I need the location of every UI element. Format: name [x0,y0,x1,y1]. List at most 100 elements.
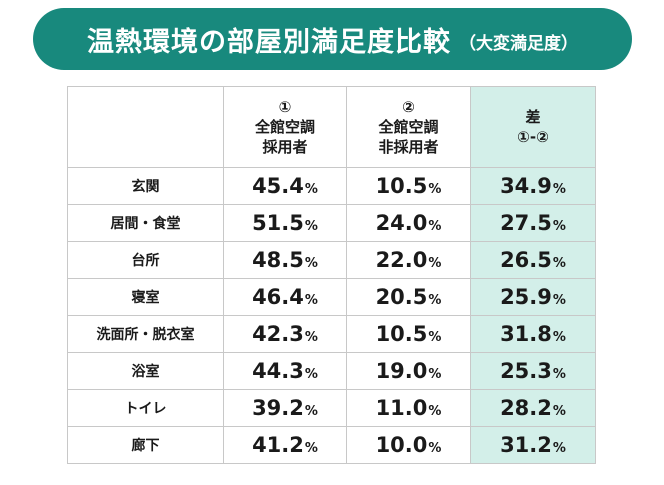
percent-unit: % [304,256,318,271]
room-label: 台所 [67,241,224,279]
value-number: 46.4 [252,285,304,309]
adopters-value: 48.5% [223,241,347,279]
value-number: 31.8 [500,322,552,346]
adopters-value: 44.3% [223,352,347,390]
adopters-value: 51.5% [223,204,347,242]
percent-unit: % [304,441,318,456]
percent-unit: % [304,330,318,345]
value-number: 44.3 [252,359,304,383]
table-row: 廊下 41.2% 10.0% 31.2% [67,426,596,464]
percent-unit: % [428,330,442,345]
header-empty-cell [67,86,224,168]
percent-unit: % [552,219,566,234]
header-adopters-line: ① [278,98,292,116]
comparison-table: ① 全館空調 採用者 ② 全館空調 非採用者 差 ①-② 玄関 45.4% 10.5… [67,86,596,464]
percent-unit: % [304,367,318,382]
room-label: 寝室 [67,278,224,316]
percent-unit: % [304,182,318,197]
value-number: 39.2 [252,396,304,420]
value-number: 20.5 [375,285,428,309]
value-number: 10.5 [375,174,428,198]
non-adopters-value: 20.5% [346,278,471,316]
percent-unit: % [552,367,566,382]
adopters-value: 46.4% [223,278,347,316]
header-non-adopters-line: 全館空調 [378,118,439,136]
header-adopters: ① 全館空調 採用者 [223,86,347,168]
adopters-value: 41.2% [223,426,347,464]
table-row: 台所 48.5% 22.0% 26.5% [67,241,596,279]
percent-unit: % [552,182,566,197]
room-label: 玄関 [67,167,224,205]
value-number: 34.9 [500,174,552,198]
title-banner: 温熱環境の部屋別満足度比較 （大変満足度） [33,8,632,70]
percent-unit: % [304,293,318,308]
table-row: 浴室 44.3% 19.0% 25.3% [67,352,596,390]
percent-unit: % [552,293,566,308]
table-row: 居間・食堂 51.5% 24.0% 27.5% [67,204,596,242]
header-difference-line: ①-② [517,128,549,146]
header-row: ① 全館空調 採用者 ② 全館空調 非採用者 差 ①-② [67,86,596,168]
non-adopters-value: 10.5% [346,167,471,205]
header-non-adopters-line: ② [402,98,415,116]
value-number: 25.3 [500,359,552,383]
percent-unit: % [304,404,318,419]
table-body: 玄関 45.4% 10.5% 34.9% 居間・食堂 51.5% 24.0% 27.5% 台所 4… [67,167,596,464]
difference-value: 34.9% [470,167,596,205]
value-number: 31.2 [500,433,552,457]
non-adopters-value: 24.0% [346,204,471,242]
difference-value: 26.5% [470,241,596,279]
page-title: 温熱環境の部屋別満足度比較 [87,26,451,58]
percent-unit: % [428,404,442,419]
value-number: 24.0 [375,211,428,235]
header-difference-line: 差 [525,108,541,126]
value-number: 10.5 [375,322,428,346]
page-subtitle: （大変満足度） [459,33,578,54]
value-number: 10.0 [375,433,428,457]
difference-value: 31.2% [470,426,596,464]
value-number: 51.5 [252,211,304,235]
value-number: 27.5 [500,211,552,235]
header-non-adopters: ② 全館空調 非採用者 [346,86,471,168]
difference-value: 25.3% [470,352,596,390]
room-label: トイレ [67,389,224,427]
non-adopters-value: 10.0% [346,426,471,464]
room-label: 浴室 [67,352,224,390]
table-row: 玄関 45.4% 10.5% 34.9% [67,167,596,205]
difference-value: 28.2% [470,389,596,427]
percent-unit: % [552,441,566,456]
value-number: 42.3 [252,322,304,346]
table-row: 洗面所・脱衣室 42.3% 10.5% 31.8% [67,315,596,353]
table-row: 寝室 46.4% 20.5% 25.9% [67,278,596,316]
header-adopters-line: 採用者 [262,138,308,156]
non-adopters-value: 22.0% [346,241,471,279]
percent-unit: % [304,219,318,234]
percent-unit: % [428,441,442,456]
value-number: 48.5 [252,248,304,272]
value-number: 26.5 [500,248,552,272]
adopters-value: 42.3% [223,315,347,353]
non-adopters-value: 11.0% [346,389,471,427]
non-adopters-value: 19.0% [346,352,471,390]
percent-unit: % [428,219,442,234]
percent-unit: % [428,293,442,308]
value-number: 11.0 [375,396,428,420]
room-label: 居間・食堂 [67,204,224,242]
value-number: 28.2 [500,396,552,420]
non-adopters-value: 10.5% [346,315,471,353]
header-non-adopters-line: 非採用者 [378,138,439,156]
room-label: 廊下 [67,426,224,464]
percent-unit: % [428,182,442,197]
difference-value: 25.9% [470,278,596,316]
value-number: 19.0 [375,359,428,383]
difference-value: 27.5% [470,204,596,242]
percent-unit: % [552,330,566,345]
adopters-value: 45.4% [223,167,347,205]
room-label: 洗面所・脱衣室 [67,315,224,353]
header-adopters-line: 全館空調 [254,118,315,136]
value-number: 41.2 [252,433,304,457]
percent-unit: % [428,367,442,382]
difference-value: 31.8% [470,315,596,353]
percent-unit: % [552,404,566,419]
value-number: 45.4 [252,174,304,198]
adopters-value: 39.2% [223,389,347,427]
